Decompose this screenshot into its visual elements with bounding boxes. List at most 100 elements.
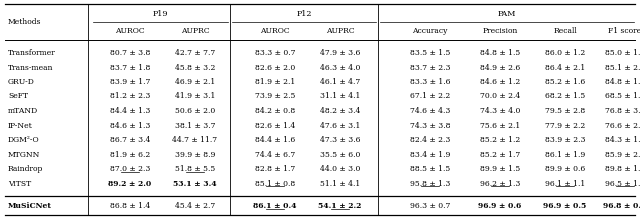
Text: 73.9 ± 2.5: 73.9 ± 2.5 [255,92,295,100]
Text: 83.5 ± 1.5: 83.5 ± 1.5 [410,49,450,57]
Text: 86.1 ± 1.9: 86.1 ± 1.9 [545,150,585,158]
Text: 83.7 ± 1.8: 83.7 ± 1.8 [110,63,150,72]
Text: 46.3 ± 4.0: 46.3 ± 4.0 [320,63,360,72]
Text: 74.3 ± 3.8: 74.3 ± 3.8 [410,121,451,129]
Text: ViTST: ViTST [8,179,31,187]
Text: 86.7 ± 3.4: 86.7 ± 3.4 [110,136,150,144]
Text: 85.2 ± 1.7: 85.2 ± 1.7 [480,150,520,158]
Text: IP-Net: IP-Net [8,121,33,129]
Text: 84.8 ± 1.2: 84.8 ± 1.2 [605,78,640,86]
Text: 45.4 ± 2.7: 45.4 ± 2.7 [175,202,215,210]
Text: 89.8 ± 1.0: 89.8 ± 1.0 [605,165,640,173]
Text: 85.2 ± 1.2: 85.2 ± 1.2 [480,136,520,144]
Text: SeFT: SeFT [8,92,28,100]
Text: 50.6 ± 2.0: 50.6 ± 2.0 [175,107,215,115]
Text: Transformer: Transformer [8,49,56,57]
Text: 54.1 ± 2.2: 54.1 ± 2.2 [318,202,362,210]
Text: 81.9 ± 2.1: 81.9 ± 2.1 [255,78,295,86]
Text: 89.9 ± 0.6: 89.9 ± 0.6 [545,165,585,173]
Text: 51.8 ± 5.5: 51.8 ± 5.5 [175,165,215,173]
Text: 86.8 ± 1.4: 86.8 ± 1.4 [110,202,150,210]
Text: AUPRC: AUPRC [180,27,209,35]
Text: P19: P19 [153,10,168,18]
Text: Trans-mean: Trans-mean [8,63,54,72]
Text: 82.6 ± 1.4: 82.6 ± 1.4 [255,121,295,129]
Text: 68.5 ± 1.8: 68.5 ± 1.8 [605,92,640,100]
Text: 86.4 ± 2.1: 86.4 ± 2.1 [545,63,585,72]
Text: 76.8 ± 3.4: 76.8 ± 3.4 [605,107,640,115]
Text: 77.9 ± 2.2: 77.9 ± 2.2 [545,121,585,129]
Text: 83.9 ± 2.3: 83.9 ± 2.3 [545,136,585,144]
Text: 96.9 ± 0.6: 96.9 ± 0.6 [478,202,522,210]
Text: P12: P12 [296,10,312,18]
Text: 83.3 ± 0.7: 83.3 ± 0.7 [255,49,295,57]
Text: 86.1 ± 0.4: 86.1 ± 0.4 [253,202,297,210]
Text: 81.2 ± 2.3: 81.2 ± 2.3 [110,92,150,100]
Text: GRU-D: GRU-D [8,78,35,86]
Text: 80.7 ± 3.8: 80.7 ± 3.8 [110,49,150,57]
Text: 41.9 ± 3.1: 41.9 ± 3.1 [175,92,215,100]
Text: 42.7 ± 7.7: 42.7 ± 7.7 [175,49,215,57]
Text: 96.1 ± 1.1: 96.1 ± 1.1 [545,179,585,187]
Text: 51.1 ± 4.1: 51.1 ± 4.1 [320,179,360,187]
Text: 89.9 ± 1.5: 89.9 ± 1.5 [480,165,520,173]
Text: 46.9 ± 2.1: 46.9 ± 2.1 [175,78,215,86]
Text: DGM²-O: DGM²-O [8,136,40,144]
Text: 88.5 ± 1.5: 88.5 ± 1.5 [410,165,450,173]
Text: 96.5 ± 1.2: 96.5 ± 1.2 [605,179,640,187]
Text: 48.2 ± 3.4: 48.2 ± 3.4 [320,107,360,115]
Text: 82.6 ± 2.0: 82.6 ± 2.0 [255,63,295,72]
Text: AUPRC: AUPRC [326,27,355,35]
Text: F1 score: F1 score [609,27,640,35]
Text: AUROC: AUROC [260,27,290,35]
Text: Recall: Recall [553,27,577,35]
Text: 44.0 ± 3.0: 44.0 ± 3.0 [320,165,360,173]
Text: 84.4 ± 1.6: 84.4 ± 1.6 [255,136,295,144]
Text: 82.8 ± 1.7: 82.8 ± 1.7 [255,165,295,173]
Text: Accuracy: Accuracy [412,27,448,35]
Text: 87.0 ± 2.3: 87.0 ± 2.3 [110,165,150,173]
Text: 85.1 ± 2.4: 85.1 ± 2.4 [605,63,640,72]
Text: mTAND: mTAND [8,107,38,115]
Text: 84.6 ± 1.3: 84.6 ± 1.3 [110,121,150,129]
Text: 47.6 ± 3.1: 47.6 ± 3.1 [320,121,360,129]
Text: 45.8 ± 3.2: 45.8 ± 3.2 [175,63,215,72]
Text: MTGNN: MTGNN [8,150,40,158]
Text: 38.1 ± 3.7: 38.1 ± 3.7 [175,121,215,129]
Text: 74.3 ± 4.0: 74.3 ± 4.0 [480,107,520,115]
Text: 76.6 ± 2.8: 76.6 ± 2.8 [605,121,640,129]
Text: 39.9 ± 8.9: 39.9 ± 8.9 [175,150,215,158]
Text: 85.2 ± 1.6: 85.2 ± 1.6 [545,78,585,86]
Text: 31.1 ± 4.1: 31.1 ± 4.1 [320,92,360,100]
Text: 83.7 ± 2.3: 83.7 ± 2.3 [410,63,451,72]
Text: 46.1 ± 4.7: 46.1 ± 4.7 [320,78,360,86]
Text: 35.5 ± 6.0: 35.5 ± 6.0 [320,150,360,158]
Text: Methods: Methods [8,19,42,27]
Text: AUROC: AUROC [115,27,145,35]
Text: 85.9 ± 2.4: 85.9 ± 2.4 [605,150,640,158]
Text: 95.8 ± 1.3: 95.8 ± 1.3 [410,179,450,187]
Text: 53.1 ± 3.4: 53.1 ± 3.4 [173,179,217,187]
Text: 74.6 ± 4.3: 74.6 ± 4.3 [410,107,450,115]
Text: 67.1 ± 2.2: 67.1 ± 2.2 [410,92,450,100]
Text: 84.4 ± 1.3: 84.4 ± 1.3 [110,107,150,115]
Text: 96.9 ± 0.5: 96.9 ± 0.5 [543,202,587,210]
Text: Precision: Precision [483,27,518,35]
Text: 74.4 ± 6.7: 74.4 ± 6.7 [255,150,295,158]
Text: 89.2 ± 2.0: 89.2 ± 2.0 [108,179,152,187]
Text: 70.0 ± 2.4: 70.0 ± 2.4 [480,92,520,100]
Text: 47.9 ± 3.6: 47.9 ± 3.6 [320,49,360,57]
Text: 82.4 ± 2.3: 82.4 ± 2.3 [410,136,450,144]
Text: 44.7 ± 11.7: 44.7 ± 11.7 [172,136,218,144]
Text: 86.0 ± 1.2: 86.0 ± 1.2 [545,49,585,57]
Text: PAM: PAM [498,10,516,18]
Text: 84.3 ± 1.8: 84.3 ± 1.8 [605,136,640,144]
Text: MuSiCNet: MuSiCNet [8,202,52,210]
Text: 81.9 ± 6.2: 81.9 ± 6.2 [110,150,150,158]
Text: 84.2 ± 0.8: 84.2 ± 0.8 [255,107,295,115]
Text: 96.2 ± 1.3: 96.2 ± 1.3 [480,179,520,187]
Text: 84.6 ± 1.2: 84.6 ± 1.2 [480,78,520,86]
Text: 75.6 ± 2.1: 75.6 ± 2.1 [480,121,520,129]
Text: 84.8 ± 1.5: 84.8 ± 1.5 [480,49,520,57]
Text: 85.0 ± 1.3: 85.0 ± 1.3 [605,49,640,57]
